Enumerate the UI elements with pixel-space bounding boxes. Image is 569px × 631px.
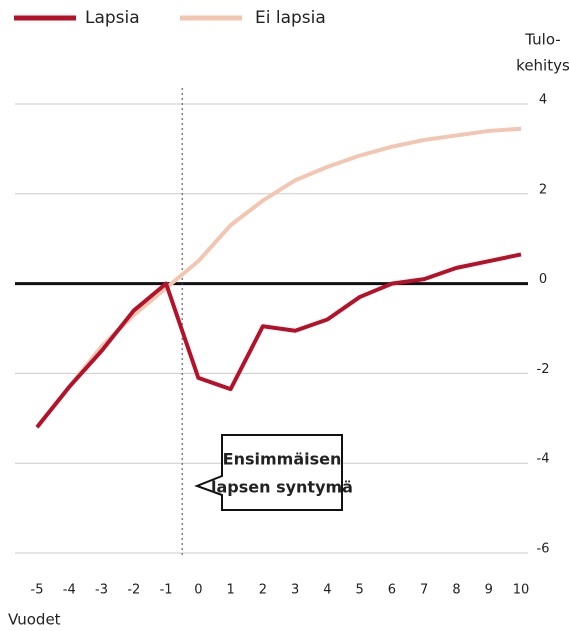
series-line bbox=[35, 126, 522, 429]
x-tick-label: 8 bbox=[452, 583, 460, 598]
y-axis-label: kehitys bbox=[516, 57, 569, 75]
y-tick-label: -6 bbox=[537, 542, 550, 557]
x-tick-label: -5 bbox=[31, 583, 44, 598]
x-tick-label: -2 bbox=[127, 583, 140, 598]
x-tick-label: -4 bbox=[63, 583, 76, 598]
y-tick-label: 2 bbox=[539, 182, 547, 197]
x-tick-label: 0 bbox=[194, 583, 202, 598]
x-tick-label: -1 bbox=[160, 583, 173, 598]
x-tick-label: 10 bbox=[513, 583, 530, 598]
x-axis-label: Vuodet bbox=[8, 611, 61, 629]
y-tick-label: 0 bbox=[539, 272, 547, 287]
x-tick-label: 1 bbox=[226, 583, 234, 598]
x-tick-label: 2 bbox=[259, 583, 267, 598]
series-line bbox=[35, 252, 522, 429]
legend-label: Lapsia bbox=[85, 8, 140, 28]
x-tick-label: 9 bbox=[485, 583, 493, 598]
y-axis-label: Tulo- bbox=[524, 31, 560, 49]
annotation-text: Ensimmäisen bbox=[223, 450, 342, 469]
annotation-box bbox=[194, 434, 343, 511]
x-tick-label: 4 bbox=[323, 583, 331, 598]
y-tick-label: -4 bbox=[537, 452, 550, 467]
x-tick-label: 3 bbox=[291, 583, 299, 598]
legend-label: Ei lapsia bbox=[255, 8, 326, 28]
x-tick-label: 6 bbox=[388, 583, 396, 598]
x-tick-label: -3 bbox=[95, 583, 108, 598]
x-tick-label: 5 bbox=[356, 583, 364, 598]
x-tick-label: 7 bbox=[420, 583, 428, 598]
annotation-text: lapsen syntymä bbox=[211, 478, 353, 497]
y-tick-label: 4 bbox=[539, 93, 547, 108]
y-tick-label: -2 bbox=[537, 362, 550, 377]
